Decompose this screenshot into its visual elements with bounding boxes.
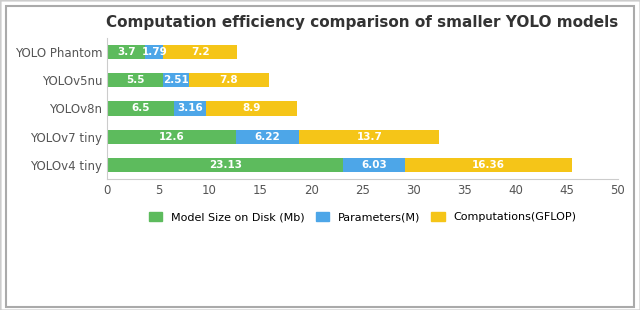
- Bar: [206, 101, 297, 116]
- Bar: [300, 130, 439, 144]
- Bar: [108, 101, 173, 116]
- Bar: [189, 73, 269, 87]
- Bar: [173, 101, 206, 116]
- Text: 6.03: 6.03: [362, 160, 387, 170]
- Text: 13.7: 13.7: [356, 132, 382, 142]
- Text: 12.6: 12.6: [159, 132, 184, 142]
- Bar: [145, 45, 163, 59]
- Text: 16.36: 16.36: [472, 160, 505, 170]
- Text: 1.79: 1.79: [141, 46, 167, 57]
- Bar: [163, 73, 189, 87]
- Text: 7.8: 7.8: [220, 75, 238, 85]
- Title: Computation efficiency comparison of smaller YOLO models: Computation efficiency comparison of sma…: [106, 15, 619, 30]
- Bar: [108, 158, 344, 172]
- Text: 7.2: 7.2: [191, 46, 209, 57]
- Text: 2.51: 2.51: [163, 75, 189, 85]
- Text: 5.5: 5.5: [126, 75, 145, 85]
- Bar: [108, 45, 145, 59]
- Bar: [405, 158, 572, 172]
- Bar: [108, 73, 163, 87]
- Text: 23.13: 23.13: [209, 160, 242, 170]
- Bar: [236, 130, 300, 144]
- Text: 6.5: 6.5: [131, 104, 150, 113]
- Bar: [108, 130, 236, 144]
- Text: 8.9: 8.9: [242, 104, 260, 113]
- Text: 3.7: 3.7: [117, 46, 136, 57]
- Bar: [163, 45, 237, 59]
- Bar: [344, 158, 405, 172]
- Legend: Model Size on Disk (Mb), Parameters(M), Computations(GFLOP): Model Size on Disk (Mb), Parameters(M), …: [144, 207, 581, 227]
- Text: 3.16: 3.16: [177, 104, 203, 113]
- Text: 6.22: 6.22: [255, 132, 280, 142]
